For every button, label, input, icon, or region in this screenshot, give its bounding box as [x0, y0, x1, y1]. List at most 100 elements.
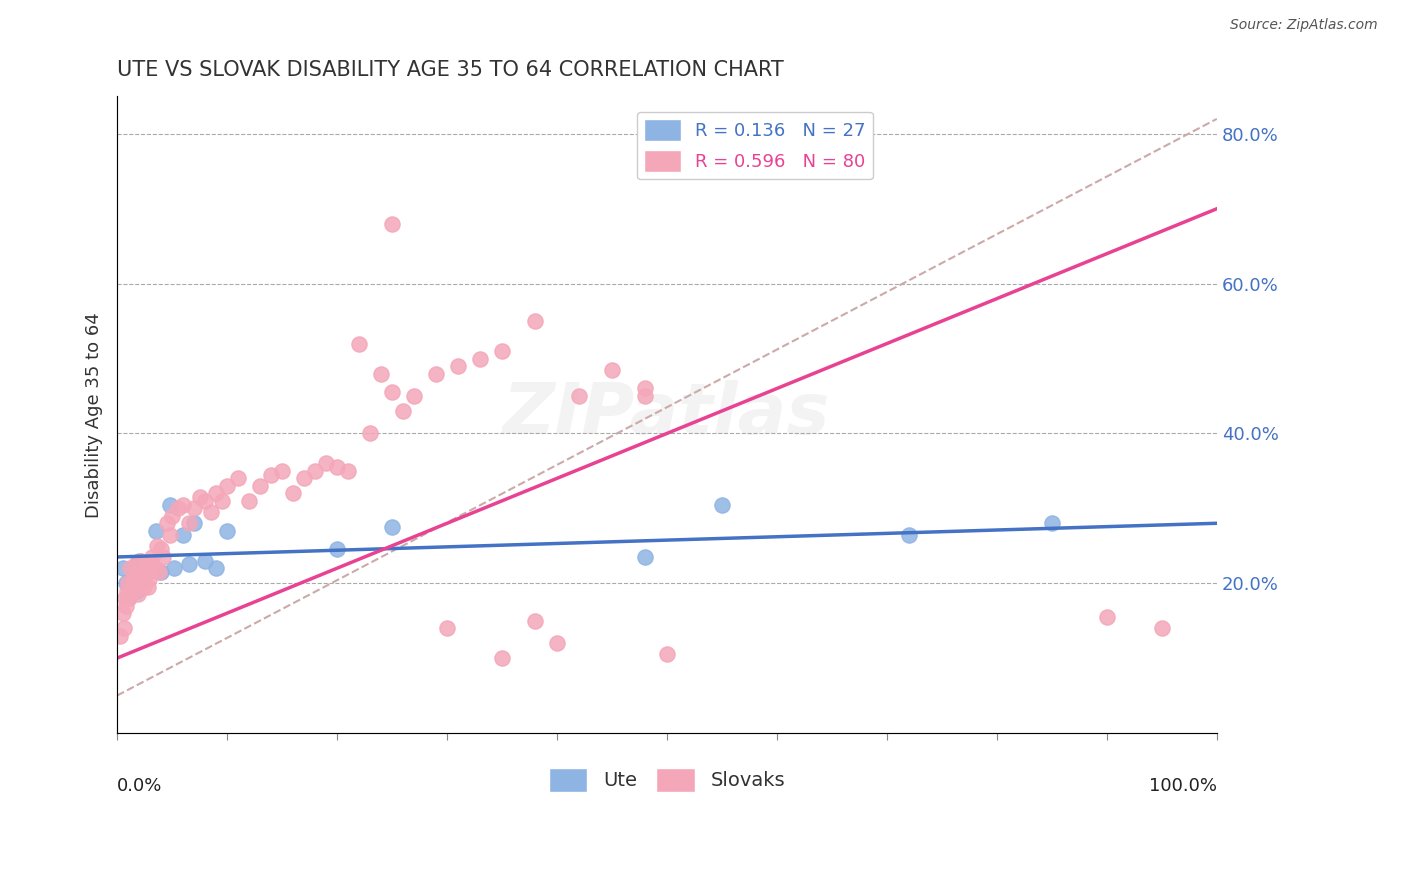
Point	[655, 648, 678, 662]
Point	[337, 464, 360, 478]
Text: ZIPatlas: ZIPatlas	[503, 380, 831, 450]
Point	[292, 471, 315, 485]
Point	[143, 561, 166, 575]
Point	[111, 606, 134, 620]
Point	[491, 651, 513, 665]
Point	[128, 554, 150, 568]
Point	[524, 614, 547, 628]
Point	[238, 493, 260, 508]
Point	[194, 554, 217, 568]
Point	[172, 498, 194, 512]
Point	[120, 580, 142, 594]
Point	[152, 549, 174, 564]
Point	[326, 460, 349, 475]
Point	[177, 558, 200, 572]
Point	[260, 467, 283, 482]
Point	[188, 490, 211, 504]
Point	[115, 599, 138, 613]
Point	[381, 385, 404, 400]
Point	[136, 580, 159, 594]
Point	[710, 498, 733, 512]
Point	[111, 561, 134, 575]
Point	[447, 359, 470, 373]
Point	[145, 524, 167, 538]
Point	[281, 486, 304, 500]
Point	[124, 580, 146, 594]
Point	[134, 561, 156, 575]
Point	[194, 493, 217, 508]
Point	[634, 389, 657, 403]
Point	[200, 505, 222, 519]
Point	[135, 558, 157, 572]
Point	[370, 367, 392, 381]
Point	[146, 539, 169, 553]
Point	[205, 486, 228, 500]
Point	[183, 501, 205, 516]
Text: 0.0%: 0.0%	[117, 778, 163, 796]
Point	[392, 404, 415, 418]
Legend: Ute, Slovaks: Ute, Slovaks	[541, 760, 793, 799]
Point	[160, 508, 183, 523]
Point	[125, 565, 148, 579]
Point	[115, 576, 138, 591]
Point	[131, 573, 153, 587]
Point	[159, 498, 181, 512]
Point	[436, 621, 458, 635]
Point	[634, 549, 657, 564]
Point	[217, 479, 239, 493]
Point	[568, 389, 591, 403]
Point	[315, 456, 337, 470]
Point	[156, 516, 179, 531]
Point	[131, 554, 153, 568]
Point	[114, 591, 136, 606]
Point	[381, 520, 404, 534]
Point	[135, 565, 157, 579]
Point	[110, 629, 132, 643]
Point	[120, 561, 142, 575]
Point	[127, 587, 149, 601]
Point	[326, 542, 349, 557]
Point	[524, 314, 547, 328]
Point	[117, 591, 139, 606]
Point	[115, 583, 138, 598]
Point	[128, 576, 150, 591]
Point	[131, 576, 153, 591]
Text: UTE VS SLOVAK DISABILITY AGE 35 TO 64 CORRELATION CHART: UTE VS SLOVAK DISABILITY AGE 35 TO 64 CO…	[117, 60, 785, 79]
Point	[134, 558, 156, 572]
Point	[132, 580, 155, 594]
Point	[129, 568, 152, 582]
Point	[125, 558, 148, 572]
Point	[138, 573, 160, 587]
Point	[897, 527, 920, 541]
Point	[139, 558, 162, 572]
Point	[425, 367, 447, 381]
Point	[148, 565, 170, 579]
Point	[217, 524, 239, 538]
Point	[177, 516, 200, 531]
Point	[271, 464, 294, 478]
Point	[226, 471, 249, 485]
Point	[150, 542, 173, 557]
Point	[166, 501, 188, 516]
Y-axis label: Disability Age 35 to 64: Disability Age 35 to 64	[86, 312, 103, 517]
Point	[600, 363, 623, 377]
Point	[634, 382, 657, 396]
Point	[150, 565, 173, 579]
Point	[1150, 621, 1173, 635]
Point	[141, 549, 163, 564]
Point	[359, 426, 381, 441]
Point	[118, 591, 141, 606]
Point	[304, 464, 326, 478]
Point	[122, 568, 145, 582]
Point	[404, 389, 426, 403]
Point	[546, 636, 568, 650]
Point	[136, 565, 159, 579]
Point	[117, 576, 139, 591]
Point	[125, 583, 148, 598]
Point	[172, 527, 194, 541]
Point	[183, 516, 205, 531]
Text: Source: ZipAtlas.com: Source: ZipAtlas.com	[1230, 18, 1378, 32]
Text: 100.0%: 100.0%	[1149, 778, 1216, 796]
Point	[211, 493, 233, 508]
Point	[121, 576, 143, 591]
